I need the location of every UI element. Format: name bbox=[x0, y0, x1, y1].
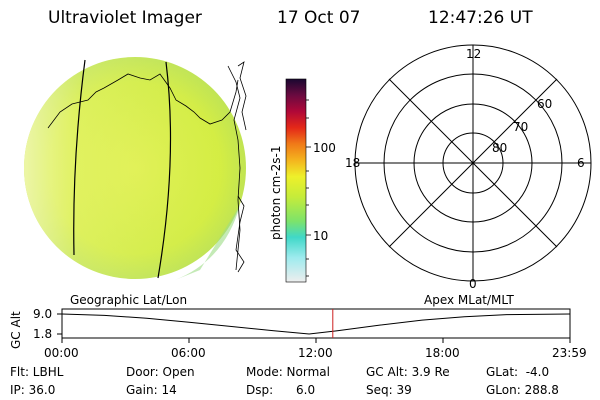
polar-lat-label: 70 bbox=[513, 120, 529, 134]
polar-mlt-label: 18 bbox=[345, 156, 361, 170]
colorbar-tick-label: 100 bbox=[313, 141, 336, 155]
orbit-x-tick: 18:00 bbox=[425, 346, 460, 360]
orbit-left-title: Geographic Lat/Lon bbox=[70, 293, 188, 307]
polar-lat-label: 60 bbox=[537, 97, 553, 111]
uv-disk-image bbox=[24, 57, 247, 280]
orbit-x-tick: 23:59 bbox=[552, 346, 587, 360]
coastline-top bbox=[47, 73, 239, 129]
colorbar-label: photon cm-2s-1 bbox=[269, 145, 283, 241]
glon-status: GLon: 288.8 bbox=[486, 383, 559, 397]
gain-status: Gain: 14 bbox=[126, 383, 177, 397]
orbit-y-tick: 1.8 bbox=[33, 327, 53, 341]
orbit-x-tick: 12:00 bbox=[298, 346, 333, 360]
door-status: Door: Open bbox=[126, 365, 195, 379]
orbit-ylabel: GC Alt bbox=[9, 311, 23, 349]
colorbar bbox=[285, 78, 307, 283]
coastline-right bbox=[227, 65, 241, 271]
app-title: Ultraviolet Imager bbox=[48, 8, 202, 28]
glat-status: GLat: -4.0 bbox=[486, 365, 550, 379]
disk-meridian-left bbox=[73, 59, 86, 256]
orbit-right-title: Apex MLat/MLT bbox=[424, 293, 514, 307]
dsp-status: Dsp: 6.0 bbox=[246, 383, 316, 397]
orbit-x-tick: 06:00 bbox=[171, 346, 206, 360]
time-label: 12:47:26 UT bbox=[428, 8, 533, 28]
polar-grid bbox=[354, 44, 592, 282]
seq-status: Seq: 39 bbox=[366, 383, 412, 397]
mode-status: Mode: Normal bbox=[246, 365, 330, 379]
polar-mlt-label: 6 bbox=[577, 156, 585, 170]
polar-lat-label: 80 bbox=[492, 141, 508, 155]
ip-status: IP: 36.0 bbox=[10, 383, 56, 397]
date-label: 17 Oct 07 bbox=[277, 8, 361, 28]
altitude-series-line bbox=[61, 313, 571, 335]
filter-status: Flt: LBHL bbox=[10, 365, 64, 379]
orbit-y-tick: 9.0 bbox=[33, 307, 53, 321]
orbit-plot-ticks bbox=[57, 313, 571, 343]
polar-mlt-label: 0 bbox=[469, 277, 477, 291]
orbit-x-tick: 00:00 bbox=[44, 346, 79, 360]
gc-alt-status: GC Alt: 3.9 Re bbox=[366, 365, 450, 379]
polar-mlt-label: 12 bbox=[466, 47, 482, 61]
colorbar-tick-label: 10 bbox=[313, 229, 329, 243]
